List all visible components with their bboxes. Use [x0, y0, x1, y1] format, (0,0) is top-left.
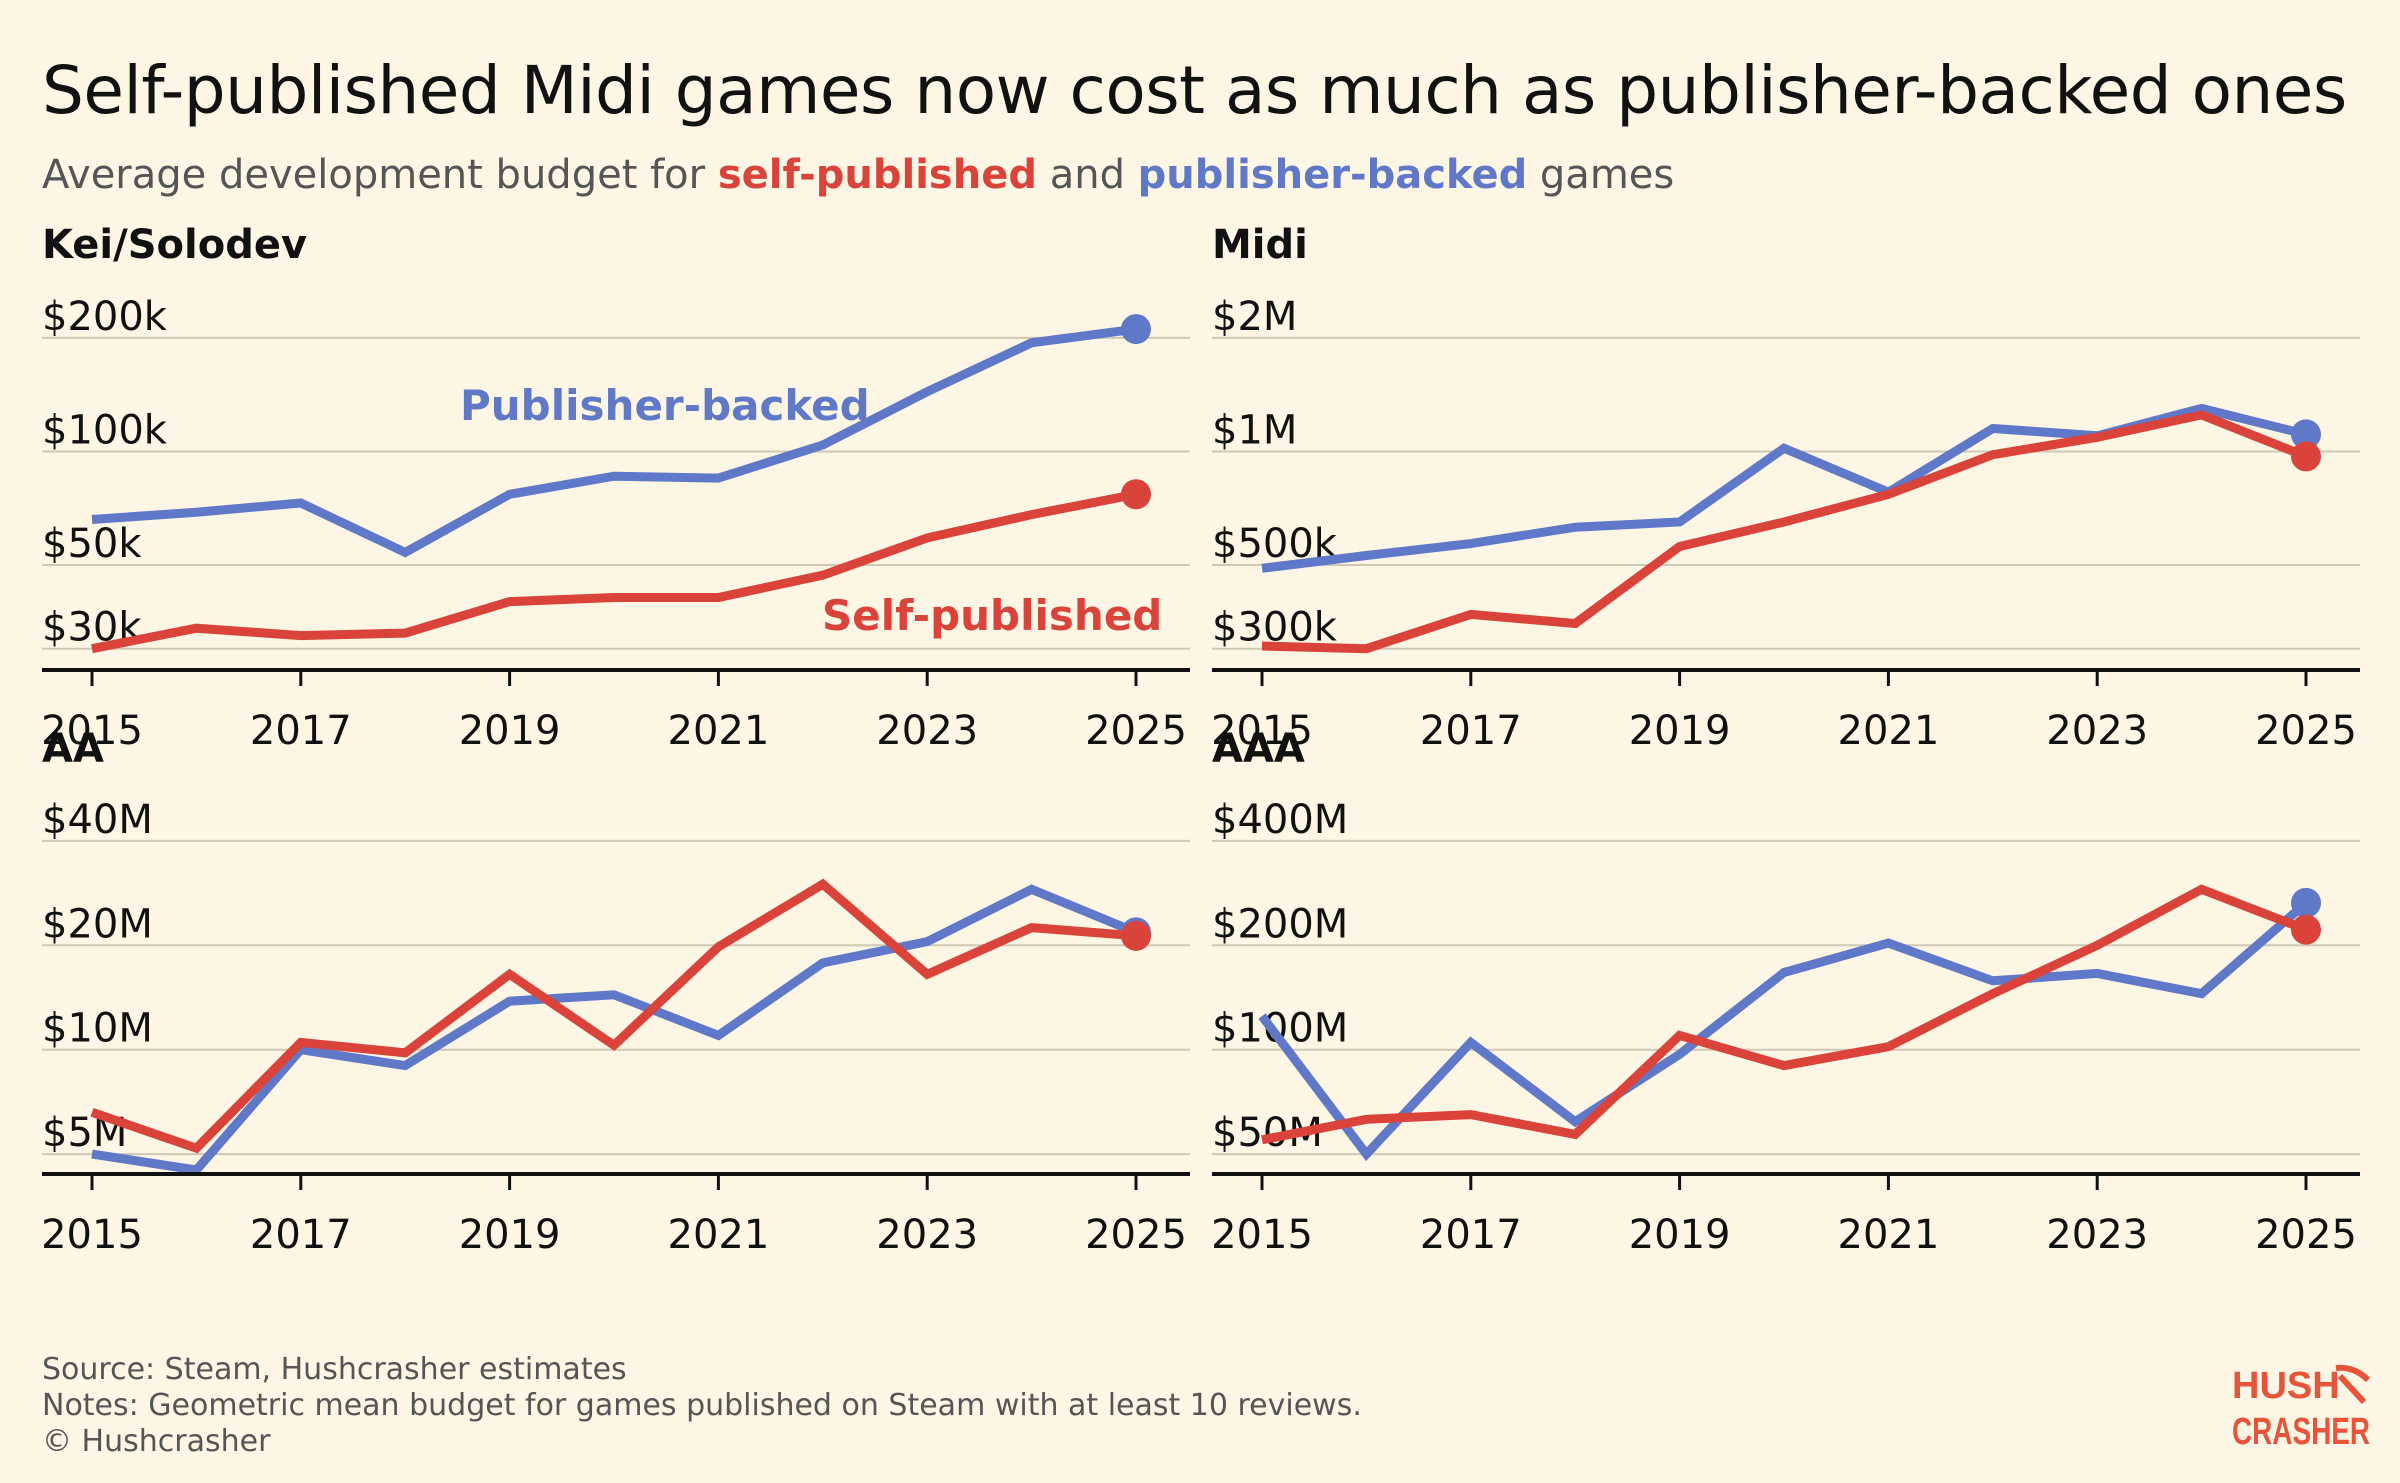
y-tick-label: $100k [42, 407, 168, 453]
y-tick-label: $50k [42, 521, 142, 567]
x-tick-label: 2019 [459, 1212, 561, 1258]
y-tick-label: $40M [42, 797, 153, 843]
y-tick-label: $1M [1212, 407, 1297, 453]
copyright-text: © Hushcrasher [42, 1424, 271, 1459]
x-tick-label: 2017 [250, 1212, 352, 1258]
source-note: Source: Steam, Hushcrasher estimates [42, 1352, 627, 1387]
x-tick-label: 2023 [876, 1212, 978, 1258]
x-tick-label: 2023 [2046, 1212, 2148, 1258]
end-point-self-published [1121, 920, 1151, 951]
x-tick-label: 2015 [41, 1212, 143, 1258]
x-tick-label: 2021 [668, 708, 770, 754]
end-point-publisher-backed [2291, 887, 2321, 918]
panel-title: AAA [1212, 726, 1305, 772]
panel-title: AA [42, 726, 104, 772]
end-point-self-published [2291, 914, 2321, 945]
x-tick-label: 2017 [250, 708, 352, 754]
x-tick-label: 2019 [1629, 1212, 1731, 1258]
x-tick-label: 2025 [1085, 708, 1187, 754]
series-line-self-published [1261, 410, 2308, 654]
y-tick-label: $2M [1212, 294, 1297, 340]
series-label: Self-published [822, 591, 1162, 640]
y-tick-label: $200M [1212, 901, 1348, 947]
end-point-publisher-backed [1121, 314, 1151, 345]
x-tick-label: 2023 [876, 708, 978, 754]
chart-footer: Source: Steam, Hushcrasher estimates Not… [42, 1352, 1362, 1460]
end-point-self-published [1121, 479, 1151, 510]
x-tick-label: 2021 [668, 1212, 770, 1258]
y-tick-label: $400M [1212, 797, 1348, 843]
subtitle-self-published: self-published [717, 152, 1037, 198]
x-tick-label: 2017 [1420, 1212, 1522, 1258]
pickaxe-icon [2335, 1364, 2371, 1405]
x-tick-label: 2019 [1629, 708, 1731, 754]
panel-kei-solodev: Kei/Solodev$200k$100k$50k$30kPublisher-b… [41, 222, 1190, 754]
x-tick-label: 2025 [2255, 708, 2357, 754]
subtitle-middle: and [1036, 152, 1138, 198]
x-tick-label: 2015 [1211, 708, 1313, 754]
x-tick-label: 2017 [1420, 708, 1522, 754]
x-tick-label: 2015 [1211, 1212, 1313, 1258]
chart-subtitle: Average development budget for self-publ… [42, 152, 1674, 198]
x-tick-label: 2015 [41, 708, 143, 754]
x-tick-label: 2025 [2255, 1212, 2357, 1258]
series-line-self-published [1261, 884, 2308, 1145]
subtitle-suffix: games [1527, 152, 1675, 198]
series-line-publisher-backed [91, 324, 1137, 558]
logo-line1: HUSH [2232, 1365, 2340, 1407]
subtitle-publisher-backed: publisher-backed [1137, 152, 1528, 198]
series-line-publisher-backed [1258, 899, 2309, 1162]
end-point-self-published [2291, 441, 2321, 472]
panel-title: Midi [1212, 222, 1308, 268]
hushcrasher-logo: HUSH CRASHER [2232, 1364, 2371, 1452]
y-tick-label: $200k [42, 294, 168, 340]
logo-line2: CRASHER [2232, 1411, 2370, 1452]
x-tick-label: 2019 [459, 708, 561, 754]
series-line-self-published [90, 878, 1137, 1154]
end-point-publisher-backed [2291, 419, 2321, 450]
y-tick-label: $20M [42, 901, 153, 947]
y-tick-label: $10M [42, 1006, 153, 1052]
x-tick-label: 2021 [1838, 708, 1940, 754]
x-tick-label: 2021 [1838, 1212, 1940, 1258]
x-tick-label: 2023 [2046, 708, 2148, 754]
series-line-publisher-backed [91, 884, 1138, 1175]
panel-title: Kei/Solodev [42, 222, 307, 268]
subtitle-prefix: Average development budget for [42, 152, 718, 198]
notes-text: Notes: Geometric mean budget for games p… [42, 1388, 1362, 1423]
series-line-publisher-backed [1261, 403, 2308, 573]
x-tick-label: 2025 [1085, 1212, 1187, 1258]
chart-title: Self-published Midi games now cost as mu… [42, 52, 2347, 129]
series-line-self-published [91, 489, 1137, 654]
series-label: Publisher-backed [460, 381, 870, 430]
